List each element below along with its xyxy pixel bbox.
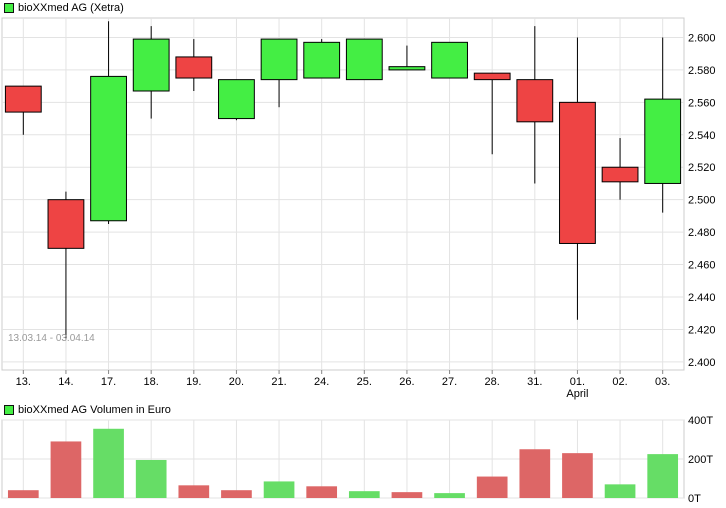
price-y-tick-label: 2.600 — [688, 32, 716, 44]
candle-body — [559, 101, 596, 244]
price-x-tick-label: 03. — [655, 376, 670, 388]
candle-body — [47, 199, 85, 249]
price-y-tick-label: 2.420 — [688, 324, 716, 336]
price-y-tick-label: 2.480 — [688, 227, 716, 239]
price-x-tick-label: 19. — [186, 376, 201, 388]
candle-body — [644, 98, 682, 184]
candle-body — [303, 41, 341, 79]
price-x-tick-label: 26. — [399, 376, 414, 388]
volume-bar — [348, 491, 380, 498]
volume-bar — [647, 454, 679, 498]
candle-body — [345, 38, 383, 81]
volume-bar — [221, 490, 252, 498]
legend-swatch-icon — [4, 405, 14, 415]
volume-bar — [135, 459, 167, 498]
price-y-tick-label: 2.560 — [688, 97, 716, 109]
price-chart-title: bioXXmed AG (Xetra) — [18, 2, 124, 14]
price-x-tick-label: 17. — [101, 376, 116, 388]
volume-y-tick-label: 200T — [688, 454, 713, 466]
price-x-tick-label: 20. — [229, 376, 244, 388]
volume-bar — [519, 449, 551, 498]
candle-body — [431, 41, 468, 79]
volume-bar — [391, 492, 423, 498]
candle-body — [473, 72, 511, 81]
price-y-tick-label: 2.540 — [688, 130, 716, 142]
volume-y-tick-label: 400T — [688, 415, 713, 427]
volume-chart-legend: bioXXmed AG Volumen in Euro — [4, 404, 171, 416]
candle-body — [175, 56, 213, 79]
price-y-tick-label: 2.500 — [688, 195, 716, 207]
price-x-tick-label: 24. — [314, 376, 329, 388]
price-x-tick-label: 25. — [357, 376, 372, 388]
candle-body — [4, 85, 42, 113]
volume-bar — [93, 428, 124, 498]
price-x-tick-label: 14. — [58, 376, 73, 388]
price-x-tick-label: 27. — [442, 376, 457, 388]
candle-body — [601, 166, 639, 183]
candle-body — [388, 66, 426, 71]
date-range-label: 13.03.14 - 03.04.14 — [8, 333, 95, 344]
legend-swatch-icon — [4, 3, 14, 13]
volume-bar — [50, 441, 82, 498]
volume-axis: 0T 200T 400T — [688, 415, 713, 505]
volume-chart-title: bioXXmed AG Volumen in Euro — [18, 404, 171, 416]
volume-bars — [7, 428, 679, 498]
price-x-tick-label: 21. — [271, 376, 286, 388]
price-x-sublabel: April — [566, 388, 588, 400]
price-y-tick-label: 2.520 — [688, 162, 716, 174]
volume-bar — [434, 493, 465, 498]
price-y-tick-label: 2.440 — [688, 292, 716, 304]
volume-bar — [263, 481, 295, 498]
price-y-tick-label: 2.460 — [688, 260, 716, 272]
price-x-tick-label: 28. — [485, 376, 500, 388]
volume-bar — [562, 453, 593, 498]
volume-bar — [604, 484, 636, 498]
price-y-tick-label: 2.580 — [688, 65, 716, 77]
candle-body — [516, 79, 554, 123]
volume-bar — [178, 485, 210, 498]
candle-body — [90, 75, 127, 222]
volume-bar — [306, 486, 338, 498]
price-axis: 2.400 2.420 2.440 2.460 2.480 2.500 2.520 2.540… — [16, 32, 716, 400]
price-candles — [4, 21, 682, 340]
candle-body — [132, 38, 170, 92]
price-x-tick-label: 31. — [527, 376, 542, 388]
price-chart-legend: bioXXmed AG (Xetra) — [4, 2, 124, 14]
candle-body — [260, 38, 298, 81]
price-x-tick-label: 01. — [570, 376, 585, 388]
price-x-tick-label: 02. — [612, 376, 627, 388]
volume-bar — [7, 490, 39, 498]
price-x-tick-label: 18. — [144, 376, 159, 388]
candle-body — [218, 79, 255, 120]
price-x-tick-label: 13. — [16, 376, 31, 388]
volume-bar — [476, 476, 508, 498]
volume-y-tick-label: 0T — [688, 493, 701, 505]
price-y-tick-label: 2.400 — [688, 357, 716, 369]
